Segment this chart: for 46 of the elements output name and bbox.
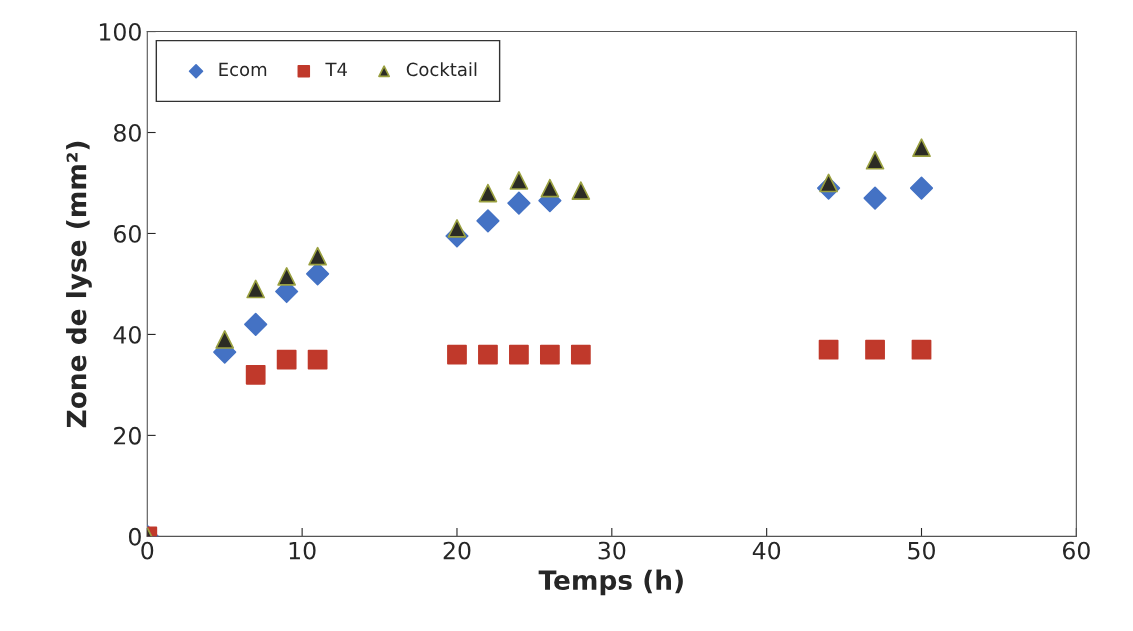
- y-tick-label: 60: [114, 224, 141, 243]
- point: [865, 339, 885, 360]
- x-tick-label: 50: [908, 541, 935, 560]
- point: [308, 246, 327, 266]
- y-tick-label: 20: [114, 426, 141, 445]
- point: [863, 186, 887, 210]
- point: [509, 344, 529, 365]
- x-tick-label: 0: [141, 541, 154, 560]
- point: [277, 267, 296, 286]
- point: [307, 349, 328, 370]
- point: [244, 312, 268, 336]
- point: [540, 178, 560, 198]
- point: [865, 150, 885, 170]
- y-tick-label: 80: [113, 123, 141, 142]
- point: [245, 364, 266, 385]
- point: [276, 349, 297, 370]
- legend-label: T4: [325, 62, 347, 76]
- x-tick-label: 60: [1062, 541, 1090, 560]
- point: [447, 219, 467, 238]
- point: [909, 176, 934, 200]
- y-tick-label: 0: [128, 527, 141, 546]
- x-tick-label: 20: [443, 541, 471, 560]
- point: [570, 344, 591, 365]
- x-tick-label: 10: [289, 541, 316, 560]
- x-tick-label: 40: [752, 541, 781, 560]
- point: [912, 138, 931, 157]
- point: [478, 183, 498, 203]
- point: [571, 181, 591, 200]
- point: [507, 191, 531, 215]
- point: [819, 173, 838, 193]
- x-tick-label: 30: [598, 541, 626, 560]
- point: [447, 344, 467, 365]
- point: [246, 279, 266, 299]
- y-axis-title: Zone de lyse (mm²): [66, 141, 92, 428]
- y-tick-label: 40: [113, 325, 141, 344]
- point: [911, 339, 932, 360]
- point: [476, 209, 500, 233]
- x-axis-title: Temps (h): [538, 569, 683, 596]
- point: [215, 330, 235, 349]
- point: [478, 344, 498, 365]
- point: [818, 339, 839, 360]
- point: [509, 171, 529, 190]
- legend-label: Ecom: [219, 62, 267, 77]
- point: [539, 344, 560, 365]
- y-tick-label: 100: [99, 23, 141, 41]
- legend-label: Cocktail: [406, 62, 477, 77]
